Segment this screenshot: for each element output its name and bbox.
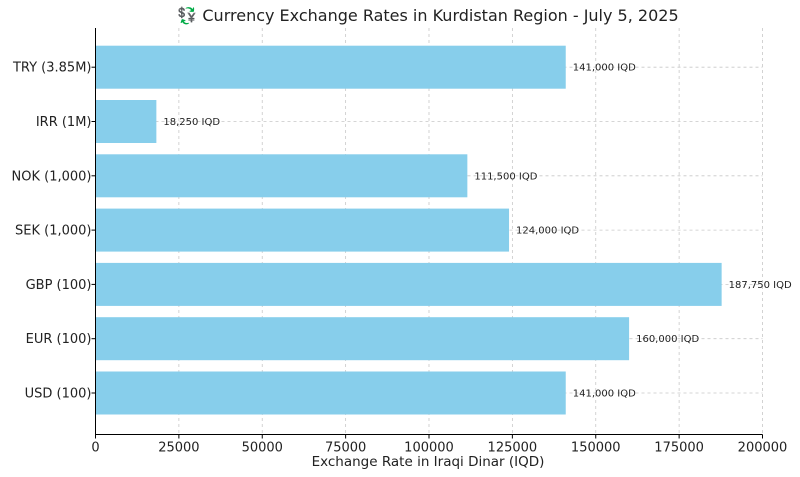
x-tick-label: 100000 xyxy=(404,441,454,456)
x-tick-label: 25000 xyxy=(158,441,199,456)
bar xyxy=(95,262,722,306)
y-tick-label: SEK (1,000) xyxy=(15,224,91,239)
y-tick-label: IRR (1M) xyxy=(36,115,92,130)
bar-value-label: 141,000 IQD xyxy=(573,63,636,74)
bar xyxy=(95,154,468,198)
x-tick-label: 150000 xyxy=(571,441,621,456)
x-tick-label: 125000 xyxy=(488,441,538,456)
x-tick-label: 0 xyxy=(91,441,99,456)
x-tick-label: 175000 xyxy=(654,441,704,456)
bar xyxy=(95,317,630,361)
bar xyxy=(95,371,566,415)
bar-value-label: 141,000 IQD xyxy=(573,389,636,400)
y-tick-label: GBP (100) xyxy=(26,278,92,293)
bar xyxy=(95,45,566,89)
x-tick-label: 75000 xyxy=(325,441,366,456)
y-tick-label: NOK (1,000) xyxy=(12,169,92,184)
grid-lines xyxy=(95,28,763,435)
chart-title: 💱 Currency Exchange Rates in Kurdistan R… xyxy=(177,6,678,25)
tick-labels: 0 25000 50000 75000 100000 125000 150000 175000… xyxy=(12,61,788,456)
bar-value-label: 18,250 IQD xyxy=(163,117,220,128)
y-tick-label: EUR (100) xyxy=(26,332,92,347)
bar xyxy=(95,100,157,143)
y-tick-label: USD (100) xyxy=(25,387,92,402)
bar-value-label: 111,500 IQD xyxy=(474,171,537,182)
bar xyxy=(95,208,510,252)
bars: 141,000 IQD 160,000 IQD 187,750 IQD 124,000… xyxy=(95,45,792,415)
y-tick-label: TRY (3.85M) xyxy=(12,61,92,76)
bar-value-label: 160,000 IQD xyxy=(636,334,699,345)
x-tick-label: 200000 xyxy=(738,441,788,456)
x-tick-label: 50000 xyxy=(242,441,283,456)
bar-value-label: 124,000 IQD xyxy=(516,226,579,237)
x-axis-label: Exchange Rate in Iraqi Dinar (IQD) xyxy=(312,454,545,470)
bar-value-label: 187,750 IQD xyxy=(729,280,792,291)
